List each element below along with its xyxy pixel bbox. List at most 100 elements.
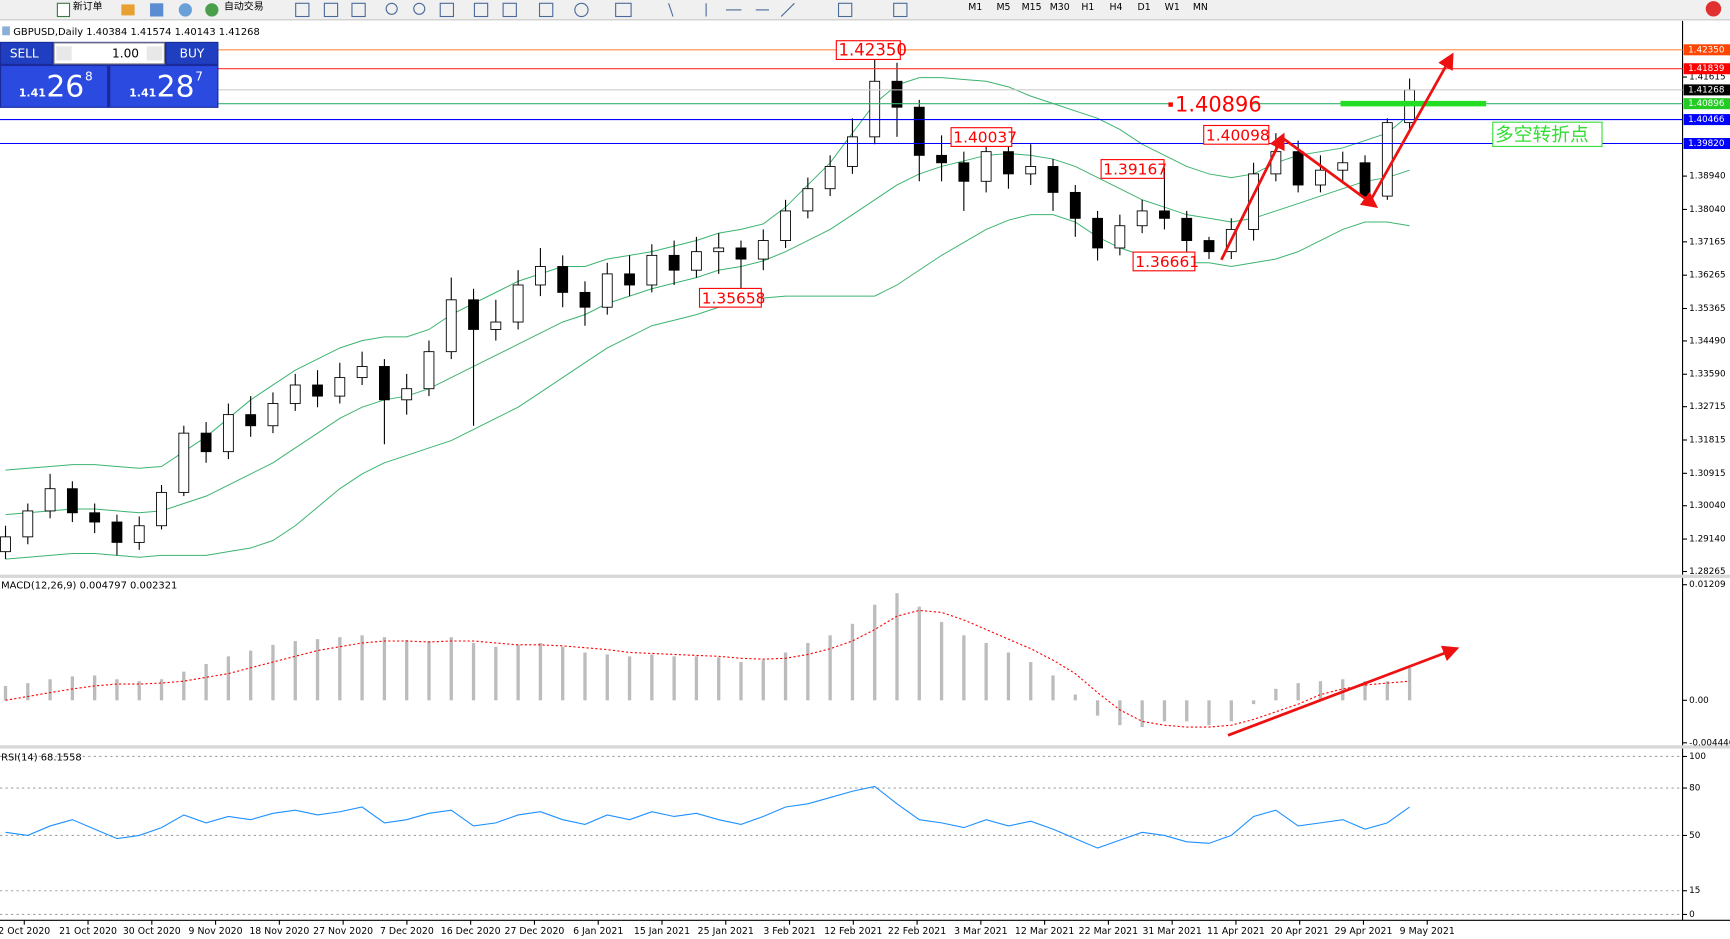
toolbar-icon[interactable] bbox=[323, 2, 339, 18]
toolbar-icon[interactable] bbox=[502, 2, 517, 18]
timeframe-button[interactable]: H4 bbox=[1109, 2, 1122, 13]
toolbar-icon[interactable] bbox=[574, 2, 589, 18]
macd-bar bbox=[516, 644, 520, 701]
macd-bar bbox=[1185, 700, 1189, 722]
macd-bar bbox=[93, 675, 97, 701]
macd-bar bbox=[1162, 700, 1167, 722]
trend-arrow bbox=[1366, 52, 1454, 206]
annotation: 1.39167 bbox=[1103, 161, 1167, 179]
notification-icon[interactable] bbox=[1705, 1, 1722, 17]
timeframe-button[interactable]: M1 bbox=[968, 2, 982, 13]
candle-body bbox=[133, 525, 145, 543]
x-tick-label: 21 Oct 2020 bbox=[59, 926, 117, 937]
candle-body bbox=[824, 166, 836, 190]
x-tick-label: 12 Feb 2021 bbox=[824, 926, 882, 937]
macd-bar bbox=[1006, 652, 1011, 701]
macd-bar bbox=[48, 679, 52, 701]
timeframe-button[interactable]: M30 bbox=[1050, 2, 1070, 13]
sell-price-box[interactable] bbox=[1, 66, 108, 107]
price-level-box bbox=[1683, 63, 1730, 75]
timeframe-button[interactable]: MN bbox=[1193, 2, 1208, 13]
auto-trading-button[interactable]: 自动交易 bbox=[224, 0, 264, 13]
y-tick-label: 0.01209 bbox=[1689, 580, 1725, 590]
toolbar bbox=[0, 0, 1730, 20]
candle-body bbox=[445, 299, 457, 353]
auto-trading-icon[interactable] bbox=[205, 3, 219, 17]
toolbar-icon[interactable] bbox=[837, 2, 853, 18]
trend-arrow bbox=[1220, 132, 1285, 261]
candle-body bbox=[423, 351, 435, 390]
candle-body bbox=[1315, 169, 1326, 186]
annotation: 1.35658 bbox=[702, 289, 766, 307]
x-tick-label: 30 Oct 2020 bbox=[123, 926, 181, 937]
price-level-label: 1.42350 bbox=[1688, 45, 1725, 55]
toolbar-icon[interactable] bbox=[615, 2, 632, 18]
macd-bar bbox=[204, 663, 208, 701]
macd-bar bbox=[717, 657, 721, 701]
toolbar-icon[interactable] bbox=[538, 2, 554, 18]
y-tick-label: 50 bbox=[1689, 831, 1701, 841]
macd-bar bbox=[828, 635, 832, 701]
toolbar-icon[interactable] bbox=[893, 2, 908, 18]
toolbar-icon[interactable] bbox=[150, 3, 164, 17]
toolbar-icon[interactable] bbox=[439, 2, 455, 18]
annotation-box bbox=[1492, 121, 1603, 147]
toolbar-icon[interactable] bbox=[668, 3, 674, 17]
volume-field[interactable] bbox=[53, 42, 165, 65]
candle-body bbox=[557, 266, 569, 293]
macd-bar bbox=[1095, 700, 1100, 716]
y-tick-label: 1.35365 bbox=[1689, 304, 1725, 314]
x-tick-label: 22 Mar 2021 bbox=[1079, 926, 1138, 937]
sell-button[interactable] bbox=[1, 42, 52, 64]
toolbar-icon[interactable] bbox=[295, 2, 310, 18]
candle-body bbox=[401, 388, 413, 401]
timeframe-bar: M1 M5 M15 M30 H1 H4 D1 W1 MN bbox=[968, 2, 1208, 13]
candle-body bbox=[66, 488, 78, 514]
buy-price-box[interactable] bbox=[110, 66, 218, 107]
macd-bar bbox=[650, 654, 654, 701]
candle-body bbox=[1159, 210, 1170, 219]
macd-bar bbox=[271, 644, 275, 701]
panel-separator bbox=[0, 574, 1730, 578]
toolbar-icon[interactable] bbox=[178, 3, 192, 17]
candle-body bbox=[1092, 217, 1103, 249]
timeframe-button[interactable]: W1 bbox=[1165, 2, 1180, 13]
annotation-box bbox=[1132, 251, 1196, 272]
buy-button[interactable] bbox=[166, 42, 218, 64]
macd-bar bbox=[895, 593, 899, 701]
candle-body bbox=[980, 151, 992, 182]
volume-up[interactable] bbox=[146, 46, 163, 61]
x-tick-label: 16 Dec 2020 bbox=[441, 926, 501, 937]
toolbar-icon[interactable] bbox=[413, 2, 426, 15]
timeframe-button[interactable]: M5 bbox=[996, 2, 1010, 13]
toolbar-icon[interactable] bbox=[780, 2, 795, 17]
macd-bar bbox=[739, 662, 743, 701]
toolbar-icon[interactable] bbox=[385, 2, 398, 15]
new-order-icon[interactable] bbox=[56, 2, 71, 18]
timeframe-button[interactable]: M15 bbox=[1022, 2, 1042, 13]
rsi-line bbox=[5, 785, 1410, 849]
timeframe-button[interactable]: H1 bbox=[1081, 2, 1094, 13]
y-tick-label: 80 bbox=[1689, 784, 1701, 794]
y-tick-label: 1.32715 bbox=[1689, 402, 1725, 412]
toolbar-icon[interactable] bbox=[473, 2, 489, 18]
macd-bar bbox=[538, 642, 543, 701]
volume-down[interactable] bbox=[56, 46, 72, 61]
new-order-button[interactable]: 新订单 bbox=[73, 0, 103, 13]
y-tick-label: 0.00 bbox=[1689, 696, 1709, 706]
macd-bar bbox=[1363, 681, 1367, 701]
candle-body bbox=[289, 384, 301, 404]
candle-body bbox=[512, 284, 524, 323]
macd-bar bbox=[1251, 700, 1256, 705]
toolbar-icon[interactable] bbox=[121, 4, 135, 16]
x-tick-label: 6 Jan 2021 bbox=[573, 926, 623, 937]
toolbar-icon[interactable] bbox=[351, 2, 366, 18]
bollinger-band bbox=[5, 153, 1410, 516]
y-tick-label: 1.33590 bbox=[1689, 370, 1726, 380]
candle-body bbox=[156, 491, 167, 527]
macd-bar bbox=[917, 606, 921, 701]
x-tick-label: 15 Jan 2021 bbox=[634, 926, 690, 937]
timeframe-button[interactable]: D1 bbox=[1138, 2, 1151, 13]
candle-body bbox=[1248, 173, 1259, 230]
macd-bar bbox=[382, 637, 387, 701]
